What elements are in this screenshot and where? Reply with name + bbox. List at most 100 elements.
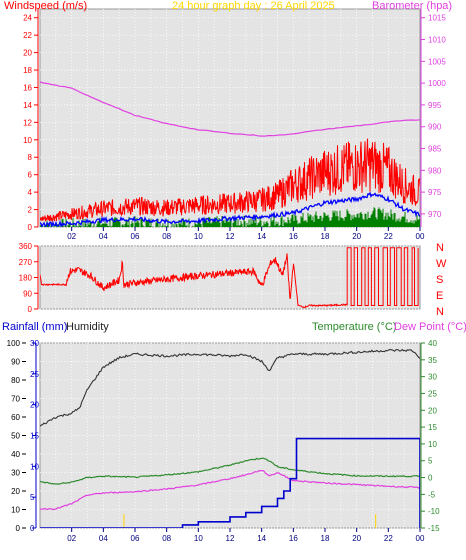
tick-marks: [22, 17, 425, 532]
humidity-tick-label: 20: [11, 487, 20, 496]
barometer-tick-label: 970: [428, 210, 442, 219]
barometer-tick-label: 1000: [428, 79, 446, 88]
humidity-tick-label: 50: [11, 432, 20, 441]
windspeed-tick-label: 6: [28, 171, 33, 180]
hour-tick-label: 00: [416, 232, 425, 241]
humidity-tick-label: 60: [11, 413, 20, 422]
hour-tick-label: 20: [352, 232, 361, 241]
windspeed-tick-label: 14: [23, 101, 32, 110]
temperature-tick-label: -5: [428, 490, 436, 499]
temperature-tick-label: 0: [428, 474, 433, 483]
lower-hour-tick-label: 10: [194, 534, 203, 543]
barometer-tick-label: 975: [428, 188, 442, 197]
temperature-tick-label: 25: [428, 389, 437, 398]
lower-hour-tick-label: 16: [289, 534, 298, 543]
hour-tick-label: 14: [257, 232, 266, 241]
barometer-tick-label: 990: [428, 123, 442, 132]
tick-labels: 0246810121416182022249709759809859909951…: [7, 14, 447, 543]
rainfall-tick-label: 30: [30, 339, 39, 348]
wind-low-series: [40, 207, 420, 227]
windspeed-tick-label: 22: [23, 31, 32, 40]
rainfall-tick-label: 25: [30, 370, 39, 379]
rainfall-tick-label: 20: [30, 401, 39, 410]
lower-hour-tick-label: 18: [321, 534, 330, 543]
lower-series: [40, 348, 420, 528]
compass-label-north-top: N: [436, 242, 444, 254]
hour-tick-label: 06: [131, 232, 140, 241]
temperature-tick-label: -15: [428, 524, 440, 533]
temperature-tick-label: 35: [428, 356, 437, 365]
windspeed-tick-label: 16: [23, 83, 32, 92]
temperature-series: [40, 457, 420, 485]
wind-series: [40, 81, 420, 227]
humidity-tick-label: 30: [11, 469, 20, 478]
temperature-tick-label: 10: [428, 440, 437, 449]
direction-tick-label: 0: [28, 305, 33, 314]
barometer-tick-label: 985: [428, 145, 442, 154]
lower-hour-tick-label: 20: [352, 534, 361, 543]
barometer-tick-label: 1005: [428, 57, 446, 66]
barometer-series: [40, 81, 420, 137]
lower-hour-tick-label: 00: [416, 534, 425, 543]
lower-hour-tick-label: 12: [226, 534, 235, 543]
hour-tick-label: 04: [99, 232, 108, 241]
hour-tick-label: 10: [194, 232, 203, 241]
direction-tick-label: 270: [19, 258, 33, 267]
temperature-tick-label: 15: [428, 423, 437, 432]
hour-tick-label: 22: [384, 232, 393, 241]
lower-hour-tick-label: 22: [384, 534, 393, 543]
windspeed-tick-label: 4: [28, 188, 33, 197]
hour-tick-label: 16: [289, 232, 298, 241]
windspeed-series: [40, 138, 420, 222]
humidity-tick-label: 10: [11, 506, 20, 515]
hour-tick-label: 12: [226, 232, 235, 241]
humidity-series: [40, 348, 420, 427]
hour-tick-label: 08: [162, 232, 171, 241]
lower-hour-tick-label: 14: [257, 534, 266, 543]
hour-tick-label: 18: [321, 232, 330, 241]
graph-title: 24 hour graph day : 26 April 2025: [172, 0, 335, 12]
compass-label-west: W: [436, 258, 447, 270]
windspeed-tick-label: 12: [23, 118, 32, 127]
barometer-tick-label: 995: [428, 101, 442, 110]
rainfall-tick-label: 5: [30, 493, 35, 502]
temperature-tick-label: 30: [428, 373, 437, 382]
lower-hour-tick-label: 04: [99, 534, 108, 543]
humidity-axis-title: Humidity: [66, 321, 109, 333]
barometer-tick-label: 1015: [428, 14, 446, 23]
barometer-tick-label: 1010: [428, 36, 446, 45]
windspeed-tick-label: 8: [28, 153, 33, 162]
compass-label-east: E: [436, 290, 443, 302]
direction-tick-label: 90: [23, 289, 32, 298]
lower-hour-tick-label: 02: [67, 534, 76, 543]
windspeed-tick-label: 2: [28, 206, 33, 215]
windspeed-axis-title: Windspeed (m/s): [4, 0, 87, 12]
temperature-tick-label: -10: [428, 507, 440, 516]
humidity-tick-label: 70: [11, 395, 20, 404]
wind-direction-series: [40, 253, 348, 309]
lower-hour-tick-label: 08: [162, 534, 171, 543]
humidity-tick-label: 80: [11, 376, 20, 385]
rainfall-tick-label: 15: [30, 432, 39, 441]
temperature-tick-label: 5: [428, 457, 433, 466]
humidity-tick-label: 0: [16, 524, 21, 533]
humidity-tick-label: 40: [11, 450, 20, 459]
windspeed-tick-label: 20: [23, 49, 32, 58]
wind-panel-background: [39, 8, 421, 228]
temperature-tick-label: 20: [428, 406, 437, 415]
compass-label-north-bottom: N: [436, 306, 444, 318]
dewpoint-axis-title: Dew Point (°C): [394, 321, 466, 333]
humidity-tick-label: 100: [7, 339, 21, 348]
windspeed-tick-label: 18: [23, 66, 32, 75]
compass-label-south: S: [436, 274, 443, 286]
dewpoint-series: [40, 469, 420, 511]
rainfall-series: [40, 437, 420, 528]
direction-series: [40, 247, 419, 309]
hour-tick-label: 02: [67, 232, 76, 241]
temperature-tick-label: 40: [428, 339, 437, 348]
rainfall-axis-title: Rainfall (mm): [2, 321, 67, 333]
wind-direction-toggle-series: [346, 247, 419, 306]
direction-tick-label: 180: [19, 274, 33, 283]
